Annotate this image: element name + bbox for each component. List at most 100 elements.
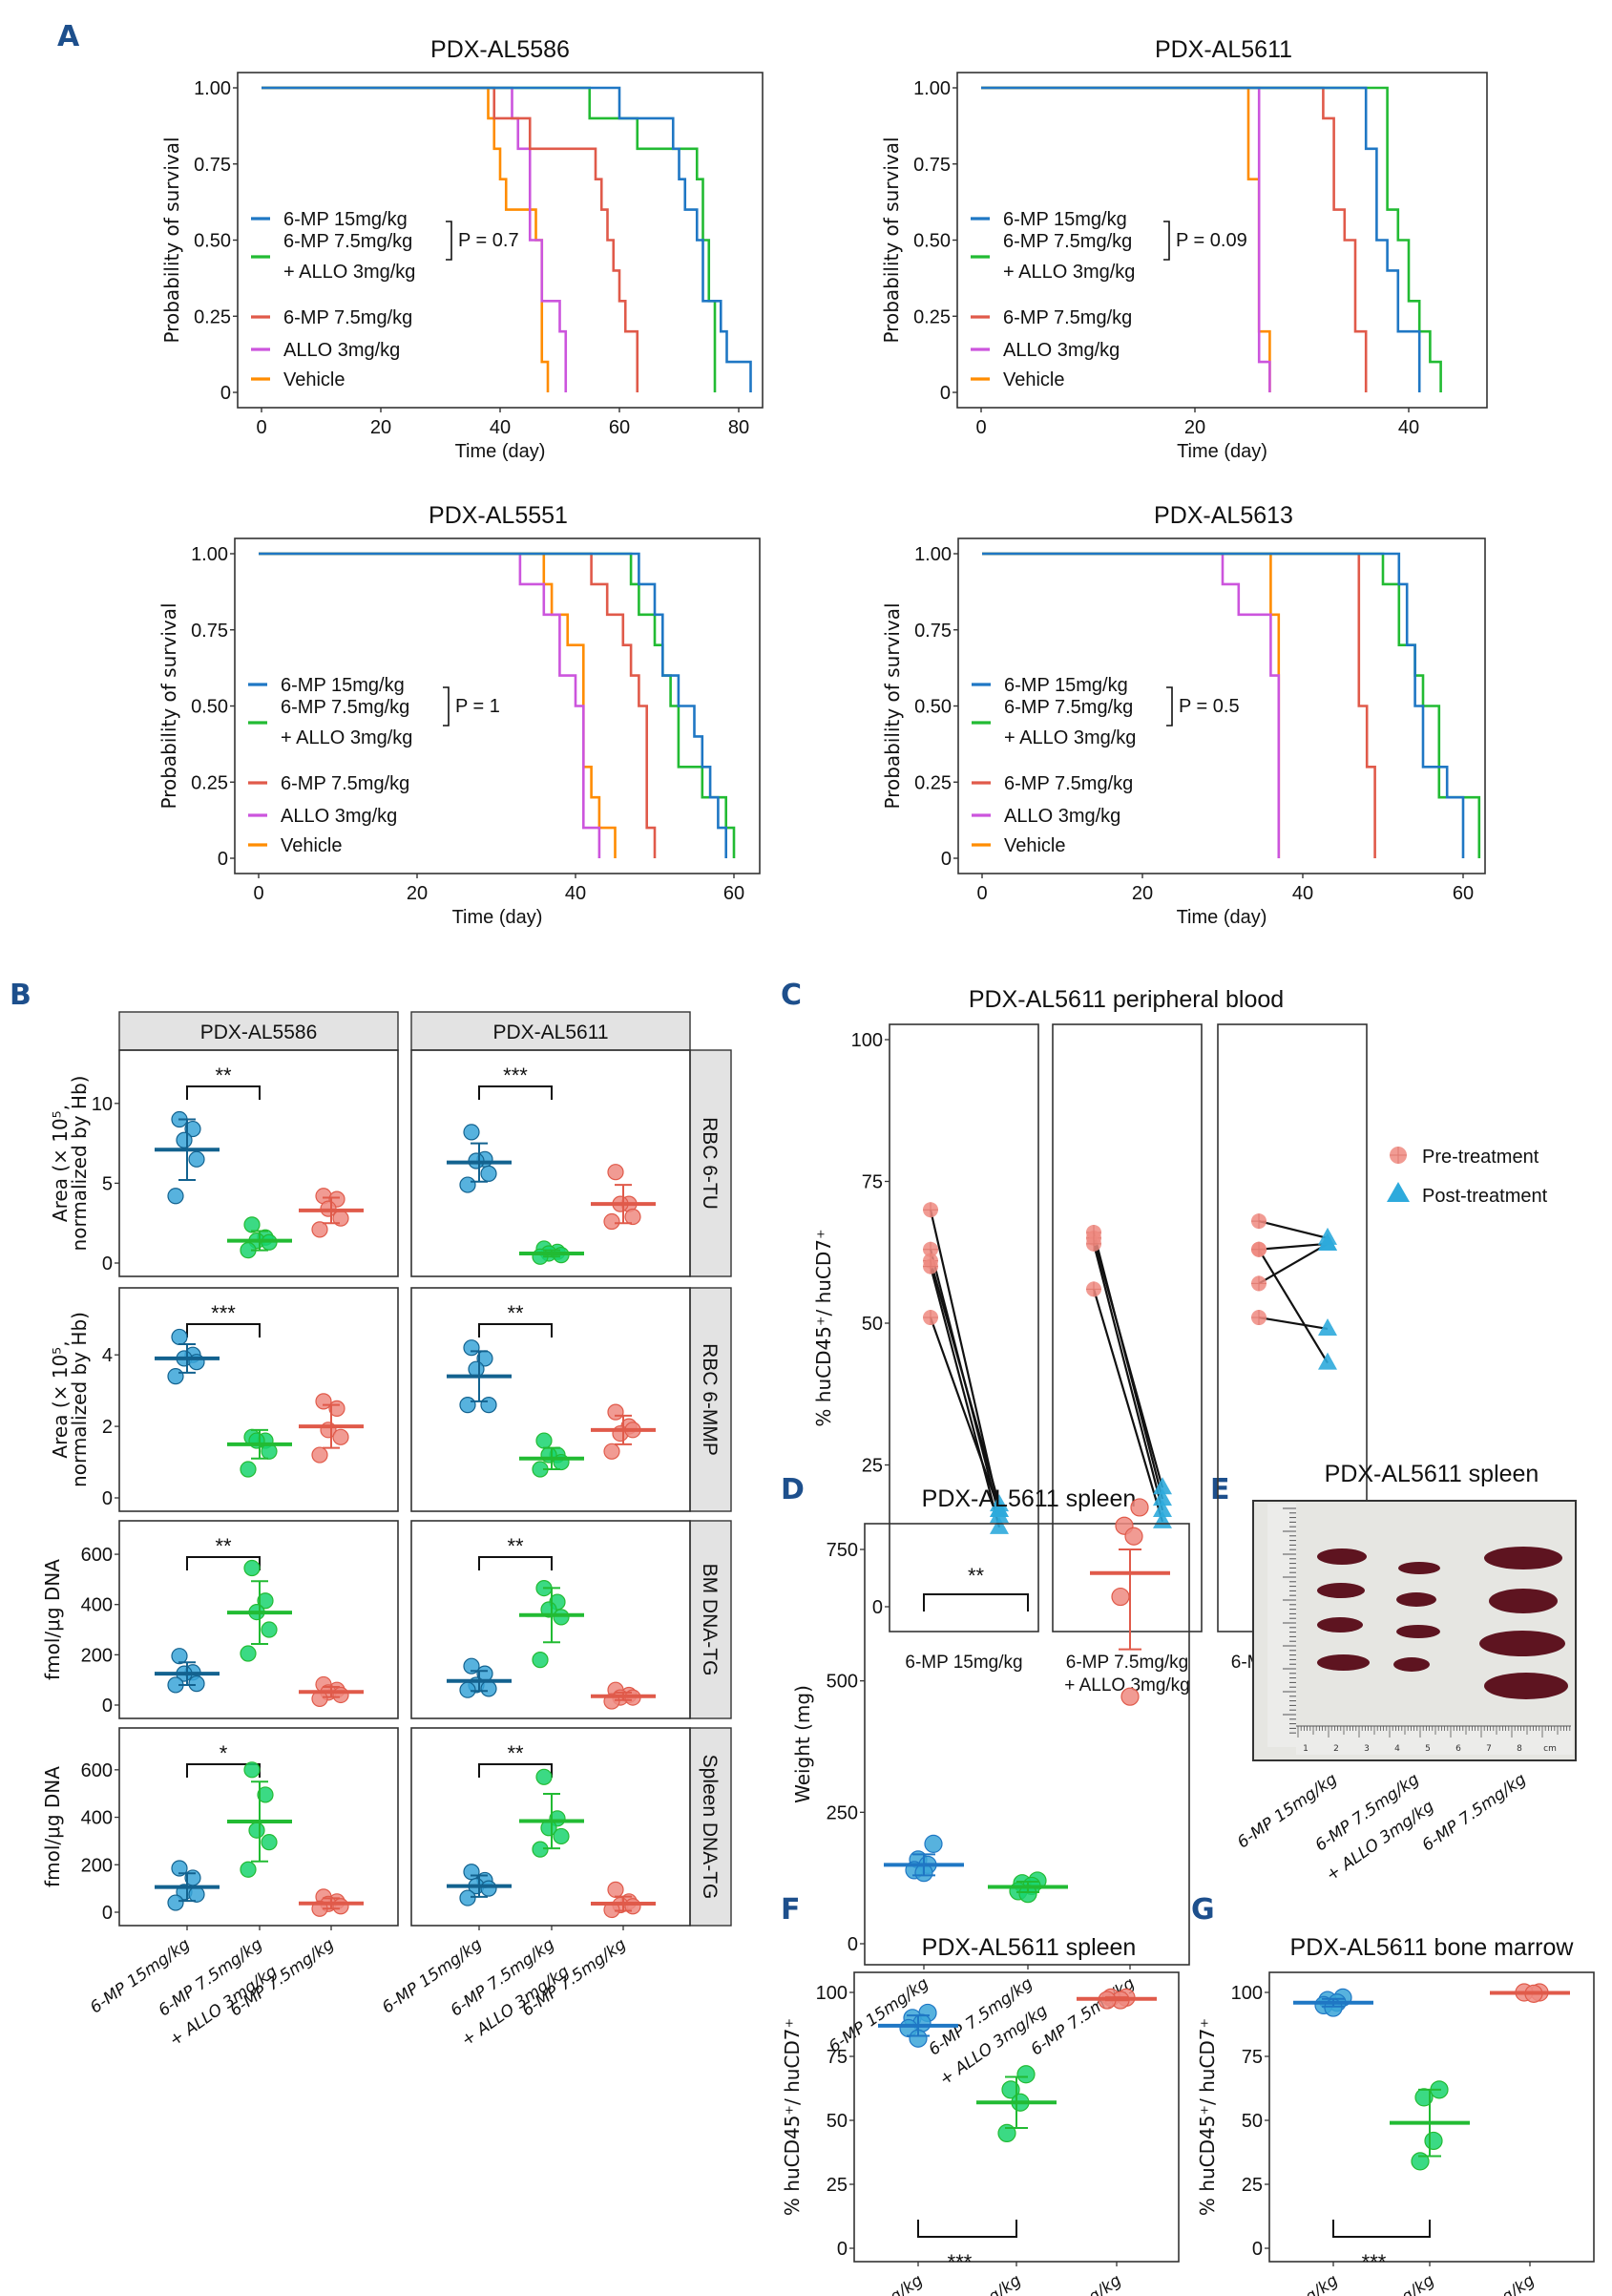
y-tick-label: 25 <box>862 1456 883 1477</box>
data-point <box>535 1432 553 1449</box>
panel-letter-b: B <box>10 979 31 1012</box>
significance-label: ** <box>968 1564 985 1588</box>
y-axis-label: % huCD45⁺/ huCD7⁺ <box>781 2018 804 2216</box>
data-point <box>167 1368 184 1385</box>
y-axis-label-line2: normalized by Hb) <box>68 1312 91 1487</box>
significance-label: *** <box>211 1301 236 1325</box>
pair-line <box>929 1266 1001 1528</box>
data-point <box>459 1889 476 1906</box>
legend-label-combo: 6-MP 7.5mg/kg <box>281 697 409 718</box>
pvalue-label: P = 0.5 <box>1179 696 1240 717</box>
pair-line <box>1092 1243 1164 1511</box>
pre-treatment-point-cross <box>1251 1310 1267 1326</box>
facet-strip-label: PDX-AL5611 <box>492 1022 608 1043</box>
pair-line <box>1258 1242 1329 1285</box>
pre-treatment-point-cross <box>923 1202 938 1218</box>
post-treatment-point <box>1318 1232 1337 1251</box>
pair-line <box>1092 1237 1164 1488</box>
legend-label-vehicle: Vehicle <box>283 369 345 390</box>
y-axis-label: Probability of survival <box>880 137 903 343</box>
significance-label: *** <box>948 2250 973 2274</box>
panel-letter-c: C <box>781 979 802 1012</box>
survival-curve-combo <box>981 86 1442 392</box>
facet-frame <box>118 1287 399 1512</box>
data-point <box>532 1652 549 1669</box>
pair-line <box>1258 1242 1329 1251</box>
y-axis-label: Area (× 10⁵, <box>49 1340 72 1458</box>
data-point <box>463 1864 480 1881</box>
y-tick-label: 0.25 <box>191 772 228 793</box>
y-tick-label: 0.50 <box>913 231 951 252</box>
significance-bracket <box>186 1085 261 1100</box>
spleen-specimen <box>1317 1583 1365 1598</box>
pre-treatment-point-cross <box>1251 1213 1267 1230</box>
facet-frame <box>118 1520 399 1719</box>
post-treatment-point <box>990 1500 1009 1518</box>
y-tick-label: 0.25 <box>913 306 951 327</box>
y-tick-label: 750 <box>827 1540 858 1561</box>
pair-line <box>929 1260 1001 1506</box>
y-tick-label: 0 <box>220 383 231 404</box>
significance-bracket <box>478 1085 553 1100</box>
ruler-label: cm <box>1543 1744 1557 1754</box>
legend-label-mp75: 6-MP 7.5mg/kg <box>1004 773 1133 794</box>
facet-frame <box>889 1023 1039 1632</box>
data-point <box>924 1834 943 1853</box>
y-tick-label: 0 <box>872 1597 883 1618</box>
survival-curve-mp15 <box>262 86 752 392</box>
data-point <box>315 1393 332 1410</box>
facet-strip-row-label: BM DNA-TG <box>699 1564 721 1676</box>
category-label: 6-MP 15mg/kg <box>1235 2271 1342 2296</box>
legend-label-post: Post-treatment <box>1422 1186 1548 1207</box>
data-point <box>167 1188 184 1205</box>
legend-label-vehicle: Vehicle <box>1003 369 1065 390</box>
y-tick-label: 250 <box>827 1802 858 1823</box>
spleen-specimen <box>1479 1631 1565 1656</box>
facet-strip-column <box>118 1011 399 1051</box>
y-tick-label: 0 <box>102 1696 113 1717</box>
data-point <box>535 1768 553 1785</box>
x-tick-label: 60 <box>723 883 744 904</box>
pvalue-label: P = 0.7 <box>458 230 519 251</box>
data-point <box>188 1885 205 1903</box>
data-point <box>463 1124 480 1141</box>
data-point <box>553 1609 570 1626</box>
legend-label-vehicle: Vehicle <box>1004 835 1066 856</box>
legend-label-combo-line2: + ALLO 3mg/kg <box>281 727 412 748</box>
survival-curve-mp75 <box>262 86 639 392</box>
data-point <box>184 1120 201 1138</box>
significance-bracket <box>917 2220 1017 2238</box>
facet-frame <box>1052 1023 1203 1632</box>
significance-bracket <box>478 1763 553 1778</box>
y-tick-label: 0.75 <box>191 621 228 642</box>
significance-label: * <box>220 1741 228 1765</box>
km-plot-pdx-al5551: PDX-AL5551 0 0.25 0.50 0.75 1.00 0 20 40 60 Time (… <box>157 502 761 928</box>
significance-label: *** <box>503 1064 528 1087</box>
y-tick-label: 0 <box>1252 2239 1263 2260</box>
legend-label-combo-line2: + ALLO 3mg/kg <box>1004 727 1136 748</box>
x-axis-label: Time (day) <box>1177 907 1267 928</box>
x-tick-label: 40 <box>565 883 586 904</box>
chart-title: PDX-AL5611 spleen <box>922 1934 1137 1961</box>
y-axis-label: Probability of survival <box>160 137 183 343</box>
y-tick-label: 0 <box>848 1934 858 1955</box>
significance-label: ** <box>507 1741 524 1765</box>
x-tick-label: 20 <box>1184 417 1205 438</box>
legend-label-mp75: 6-MP 7.5mg/kg <box>1003 307 1132 328</box>
data-point <box>248 1822 265 1839</box>
ruler-label: 5 <box>1425 1744 1431 1754</box>
facet-label-line2: + ALLO 3mg/kg <box>1064 1675 1190 1696</box>
y-tick-label: 500 <box>827 1672 858 1693</box>
data-point <box>332 1428 349 1445</box>
facet-frame <box>410 1049 691 1277</box>
y-tick-label: 1.00 <box>194 78 231 99</box>
data-point <box>171 1648 188 1665</box>
chart-title: PDX-AL5611 spleen <box>922 1485 1137 1512</box>
x-axis-label: Time (day) <box>455 441 546 462</box>
data-point <box>1016 2065 1036 2084</box>
chart-title: PDX-AL5611 peripheral blood <box>969 986 1284 1013</box>
facet-strip-row <box>689 1520 732 1719</box>
data-point <box>1124 1527 1143 1546</box>
y-axis-label: Probability of survival <box>157 602 180 809</box>
